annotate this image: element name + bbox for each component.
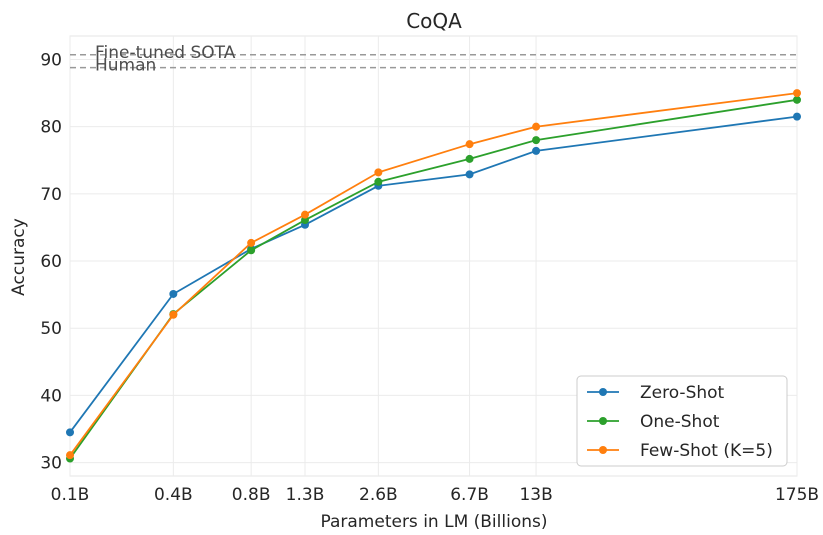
- y-tick-label: 90: [40, 51, 62, 71]
- y-tick-label: 40: [40, 386, 62, 406]
- data-point: [374, 177, 383, 186]
- data-point: [66, 428, 74, 437]
- data-point: [374, 168, 383, 177]
- legend-box: [576, 375, 788, 467]
- data-point: [247, 246, 256, 255]
- data-point: [793, 95, 801, 104]
- x-tick-label: 1.3B: [286, 485, 325, 505]
- data-point: [465, 140, 474, 149]
- legend: Zero-Shot One-Shot Few-Shot (K=5): [576, 375, 788, 467]
- x-tick-label: 0.4B: [154, 485, 193, 505]
- x-axis-label: Parameters in LM (Billions): [320, 512, 547, 532]
- legend-marker: [599, 417, 607, 425]
- series-line: [69, 92, 798, 456]
- data-point: [465, 154, 474, 163]
- reference-line-label: Human: [95, 56, 156, 76]
- x-tick-label: 0.1B: [51, 485, 90, 505]
- series: [66, 89, 801, 460]
- y-tick-label: 50: [40, 319, 62, 339]
- legend-label: One-Shot: [640, 412, 720, 432]
- data-point: [793, 89, 801, 98]
- legend-item: One-Shot: [587, 412, 720, 432]
- y-tick-label: 70: [40, 185, 62, 205]
- legend-marker: [599, 388, 607, 396]
- data-point: [465, 170, 474, 179]
- data-point: [169, 310, 178, 319]
- y-axis-label: Accuracy: [9, 218, 29, 296]
- x-tick-label: 6.7B: [450, 485, 489, 505]
- legend-item: Few-Shot (K=5): [587, 441, 773, 461]
- data-point: [532, 122, 541, 131]
- x-tick-label: 2.6B: [359, 485, 398, 505]
- series-line: [69, 115, 798, 433]
- y-tick-label: 30: [40, 454, 62, 474]
- grid: [69, 36, 798, 476]
- data-point: [247, 238, 256, 247]
- x-tick-label: 175B: [775, 485, 819, 505]
- y-tick-label: 80: [40, 118, 62, 138]
- x-tick-labels: 0.1B 0.4B 0.8B 1.3B 2.6B 6.7B 13B 175B: [51, 485, 819, 505]
- legend-marker: [599, 446, 607, 454]
- legend-label: Zero-Shot: [640, 383, 725, 403]
- data-point: [532, 146, 541, 155]
- y-tick-label: 60: [40, 252, 62, 272]
- x-tick-label: 0.8B: [232, 485, 271, 505]
- data-point: [301, 210, 310, 219]
- data-point: [532, 136, 541, 145]
- x-tick-label: 13B: [519, 485, 552, 505]
- data-point: [793, 112, 801, 121]
- chart-title: CoQA: [406, 9, 462, 33]
- series-group: [66, 89, 801, 463]
- data-point: [66, 451, 74, 460]
- y-tick-labels: 30 40 50 60 70 80 90: [40, 51, 62, 474]
- legend-label: Few-Shot (K=5): [640, 441, 773, 461]
- data-point: [169, 289, 178, 298]
- legend-item: Zero-Shot: [587, 383, 725, 403]
- reference-line-label: Fine-tuned SOTA: [95, 43, 236, 63]
